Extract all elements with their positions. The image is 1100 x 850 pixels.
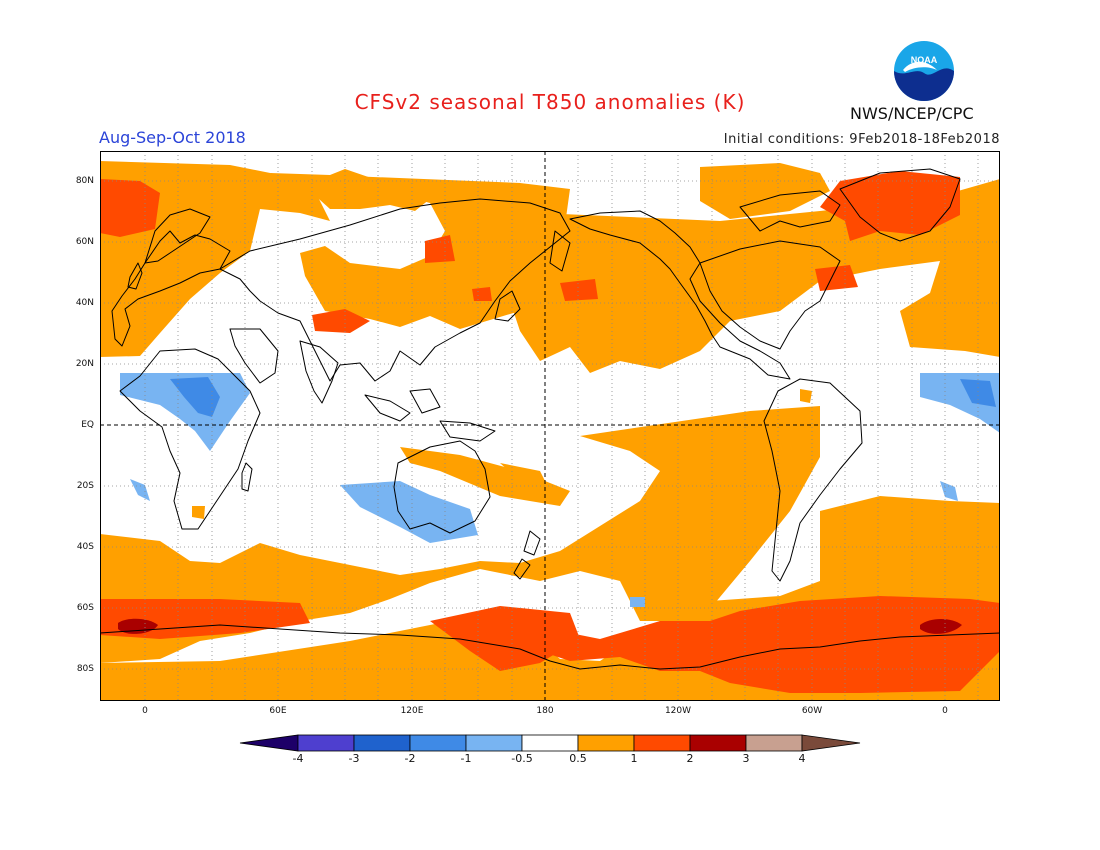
- lon-label-180: 180: [536, 706, 554, 716]
- lon-label-0-west: 0: [142, 706, 148, 716]
- colorbar-label-1: 1: [630, 752, 638, 765]
- colorbar-swatch-neg3-neg2: [353, 734, 411, 752]
- colorbar-label-3: 3: [742, 752, 750, 765]
- colorbar-swatch-3-4: [745, 734, 803, 752]
- lat-label-40n: 40N: [75, 298, 94, 308]
- agency-label: NWS/NCEP/CPC: [850, 104, 974, 123]
- lon-label-60w: 60W: [801, 706, 823, 716]
- colorbar-label-neg1: -1: [460, 752, 472, 765]
- colorbar-label-05: 0.5: [569, 752, 587, 765]
- lat-label-80n: 80N: [75, 176, 94, 186]
- colorbar-swatch-neg4-neg3: [297, 734, 355, 752]
- coastlines: [100, 168, 1000, 670]
- colorbar-swatch-lt-neg4: [239, 734, 299, 752]
- anomaly-positive-2-3: [118, 618, 962, 634]
- colorbar-label-2: 2: [686, 752, 694, 765]
- lon-label-60e: 60E: [269, 706, 287, 716]
- colorbar-label-neg4: -4: [292, 752, 304, 765]
- anomaly-map: [100, 151, 1000, 701]
- colorbar-swatch-neg1-neg05: [465, 734, 523, 752]
- initial-conditions-label: Initial conditions: 9Feb2018-18Feb2018: [723, 132, 1000, 147]
- lat-label-20n: 20N: [75, 359, 94, 369]
- map-frame: [100, 151, 1000, 701]
- lat-label-eq: EQ: [81, 420, 94, 430]
- map-title: CFSv2 seasonal T850 anomalies (K): [354, 90, 746, 114]
- colorbar-swatch-neg2-neg1: [409, 734, 467, 752]
- colorbar-label-neg05: -0.5: [511, 752, 533, 765]
- color-scale-bar: [239, 734, 861, 752]
- lat-label-60n: 60N: [75, 237, 94, 247]
- colorbar-swatch-2-3: [689, 734, 747, 752]
- lon-label-120w: 120W: [664, 706, 692, 716]
- noaa-logo-text: NOAA: [911, 55, 938, 65]
- lat-label-20s: 20S: [76, 481, 94, 491]
- colorbar-swatch-05-1: [577, 734, 635, 752]
- colorbar-swatch-1-2: [633, 734, 691, 752]
- noaa-logo: NOAA: [894, 41, 954, 101]
- lat-label-40s: 40S: [76, 542, 94, 552]
- forecast-period-label: Aug-Sep-Oct 2018: [99, 128, 246, 147]
- lat-label-60s: 60S: [76, 603, 94, 613]
- colorbar-swatch-gt4: [801, 734, 861, 752]
- anomaly-negative-0.5-1: [120, 373, 1000, 607]
- colorbar-swatch-neg05-05: [521, 734, 579, 752]
- lat-label-80s: 80S: [76, 664, 94, 674]
- lon-label-120e: 120E: [400, 706, 424, 716]
- colorbar-label-4: 4: [798, 752, 806, 765]
- colorbar-label-neg2: -2: [404, 752, 416, 765]
- anomaly-negative-1-2: [170, 377, 996, 417]
- lon-label-0-east: 0: [942, 706, 948, 716]
- colorbar-label-neg3: -3: [348, 752, 360, 765]
